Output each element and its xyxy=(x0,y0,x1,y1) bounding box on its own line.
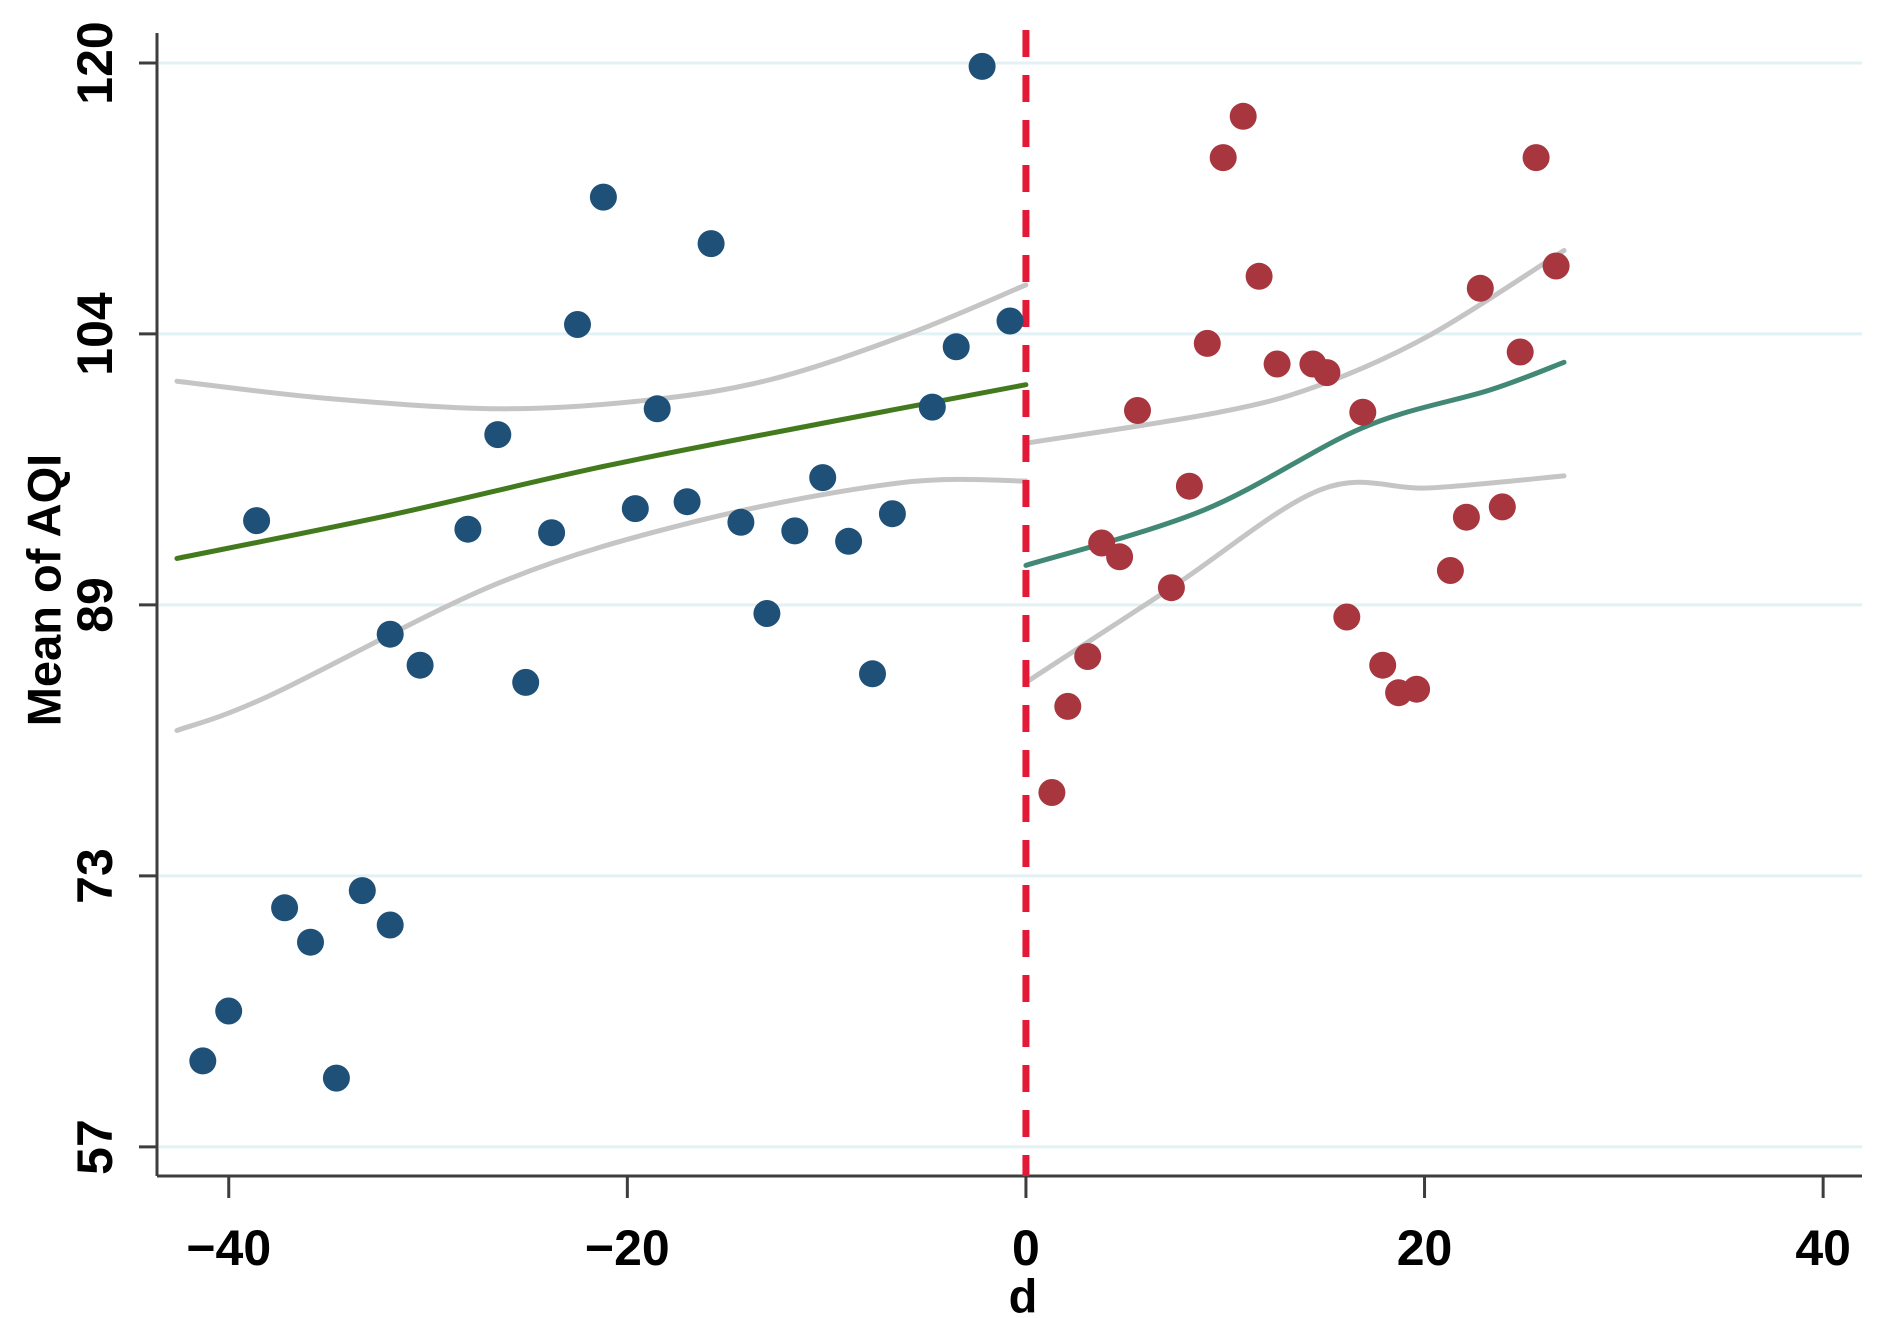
data-point-left-of-cutoff xyxy=(189,1047,217,1075)
x-tick-label: 40 xyxy=(1795,1220,1851,1276)
data-point-right-of-cutoff xyxy=(1333,603,1361,631)
data-point-left-of-cutoff xyxy=(297,928,324,956)
data-point-left-of-cutoff xyxy=(484,421,512,449)
data-point-left-of-cutoff xyxy=(322,1064,350,1092)
data-point-right-of-cutoff xyxy=(1349,398,1377,426)
data-point-left-of-cutoff xyxy=(781,517,809,545)
data-point-left-of-cutoff xyxy=(809,464,837,492)
data-point-left-of-cutoff xyxy=(996,307,1024,335)
data-point-left-of-cutoff xyxy=(538,519,566,547)
data-point-left-of-cutoff xyxy=(512,668,540,696)
x-axis-title: d xyxy=(1008,1269,1038,1318)
data-point-left-of-cutoff xyxy=(348,877,376,905)
x-tick-label: 20 xyxy=(1396,1220,1453,1276)
data-point-left-of-cutoff xyxy=(376,911,404,939)
fit-line xyxy=(1023,359,1567,568)
data-point-right-of-cutoff xyxy=(1229,102,1257,130)
data-point-right-of-cutoff xyxy=(1436,557,1464,584)
x-tick-label: −20 xyxy=(584,1220,670,1276)
data-point-right-of-cutoff xyxy=(1054,692,1082,720)
data-point-right-of-cutoff xyxy=(1522,144,1550,172)
y-tick-label: 120 xyxy=(67,21,123,105)
data-point-right-of-cutoff xyxy=(1038,779,1066,806)
data-point-left-of-cutoff xyxy=(673,488,701,516)
data-point-left-of-cutoff xyxy=(878,500,906,528)
data-point-right-of-cutoff xyxy=(1466,274,1494,302)
data-point-right-of-cutoff xyxy=(1488,493,1516,521)
data-point-right-of-cutoff xyxy=(1124,397,1151,424)
data-point-left-of-cutoff xyxy=(621,495,649,523)
data-point-left-of-cutoff xyxy=(942,333,970,361)
ci-curve xyxy=(174,282,1029,412)
y-tick-label: 104 xyxy=(67,292,123,376)
data-point-right-of-cutoff xyxy=(1074,643,1102,670)
data-point-right-of-cutoff xyxy=(1175,472,1203,500)
data-point-left-of-cutoff xyxy=(215,997,243,1025)
data-point-right-of-cutoff xyxy=(1369,651,1397,679)
data-point-left-of-cutoff xyxy=(454,515,482,543)
data-point-left-of-cutoff xyxy=(406,651,434,679)
ci-curve xyxy=(1023,473,1567,685)
data-point-right-of-cutoff xyxy=(1452,503,1480,531)
x-tick-label: 0 xyxy=(1012,1220,1040,1276)
data-point-left-of-cutoff xyxy=(271,894,299,922)
ci-curve xyxy=(174,476,1029,734)
data-point-right-of-cutoff xyxy=(1193,329,1221,357)
data-point-left-of-cutoff xyxy=(859,660,886,688)
y-axis-title: Mean of AQI xyxy=(17,453,71,727)
data-point-left-of-cutoff xyxy=(243,507,271,535)
data-point-right-of-cutoff xyxy=(1106,543,1134,571)
data-point-left-of-cutoff xyxy=(564,311,591,338)
data-point-right-of-cutoff xyxy=(1542,252,1570,280)
y-tick-label: 89 xyxy=(67,577,123,633)
data-point-left-of-cutoff xyxy=(968,52,996,80)
data-point-right-of-cutoff xyxy=(1263,350,1291,378)
data-point-left-of-cutoff xyxy=(376,620,404,648)
data-point-left-of-cutoff xyxy=(589,183,617,211)
data-point-left-of-cutoff xyxy=(835,527,863,555)
data-point-left-of-cutoff xyxy=(727,508,755,536)
data-point-left-of-cutoff xyxy=(918,393,946,421)
data-point-left-of-cutoff xyxy=(753,600,781,627)
x-tick-label: −40 xyxy=(186,1220,272,1276)
data-point-right-of-cutoff xyxy=(1209,144,1237,172)
data-point-right-of-cutoff xyxy=(1403,675,1431,703)
data-point-left-of-cutoff xyxy=(697,230,725,258)
y-tick-label: 57 xyxy=(67,1119,123,1175)
ci-curve xyxy=(1023,248,1567,446)
fit-line xyxy=(174,382,1029,561)
data-point-left-of-cutoff xyxy=(643,395,671,423)
data-point-right-of-cutoff xyxy=(1245,262,1273,290)
data-point-right-of-cutoff xyxy=(1157,574,1185,602)
data-point-right-of-cutoff xyxy=(1313,359,1341,387)
data-point-right-of-cutoff xyxy=(1506,338,1534,366)
y-tick-label: 73 xyxy=(67,848,123,904)
